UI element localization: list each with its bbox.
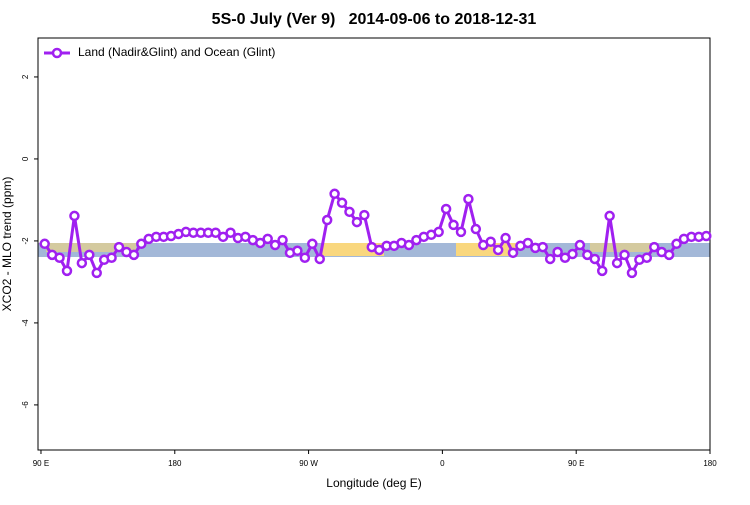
point: [403, 239, 415, 251]
point: [544, 253, 556, 265]
x-tick-label: 0: [440, 459, 445, 468]
point: [604, 210, 615, 222]
point: [314, 253, 325, 265]
point: [84, 249, 95, 261]
point: [262, 233, 273, 245]
legend-marker: [51, 47, 63, 59]
point: [210, 227, 221, 238]
point: [440, 203, 452, 215]
point: [671, 238, 682, 250]
point: [106, 252, 117, 263]
point: [500, 232, 511, 244]
land-band: [46, 243, 136, 252]
y-axis-label: XCO2 - MLO trend (ppm): [0, 177, 14, 312]
x-axis-label: Longitude (deg E): [326, 476, 421, 490]
point: [701, 230, 712, 242]
point: [39, 238, 50, 250]
point: [582, 249, 593, 261]
point: [626, 267, 638, 279]
point: [373, 244, 385, 256]
point: [128, 249, 140, 261]
point: [217, 231, 229, 243]
point: [225, 227, 236, 238]
point: [76, 257, 88, 269]
series-line: [43, 192, 707, 275]
point: [611, 257, 623, 269]
x-tick-label: 90 E: [568, 459, 584, 468]
y-tick-label: -6: [21, 401, 30, 409]
point: [648, 241, 660, 253]
y-tick-label: -2: [21, 237, 30, 245]
point: [136, 238, 147, 250]
point: [351, 216, 363, 228]
point: [522, 237, 534, 249]
point: [537, 241, 548, 253]
y-tick-label: 2: [21, 74, 30, 79]
point: [641, 252, 653, 263]
point: [307, 238, 318, 250]
point: [567, 248, 578, 260]
x-tick-label: 180: [703, 459, 717, 468]
point: [329, 188, 340, 200]
point: [455, 226, 467, 238]
point: [61, 265, 73, 277]
point: [574, 239, 586, 251]
plot-frame: [37, 37, 711, 451]
point: [596, 265, 608, 277]
point: [485, 236, 496, 247]
land-band: [590, 243, 650, 252]
y-tick-label: 0: [21, 156, 30, 161]
point: [91, 267, 102, 279]
point: [663, 249, 675, 261]
point: [269, 239, 281, 251]
point: [463, 193, 474, 205]
point: [619, 249, 630, 261]
legend-label: Land (Nadir&Glint) and Ocean (Glint): [78, 45, 275, 59]
chart-title: 5S-0 July (Ver 9) 2014-09-06 to 2018-12-…: [212, 11, 537, 28]
point: [292, 245, 303, 257]
point: [589, 253, 601, 265]
point: [299, 252, 311, 263]
point: [448, 219, 459, 231]
point: [336, 197, 348, 209]
x-tick-label: 90 W: [299, 459, 318, 468]
point: [552, 246, 563, 258]
point: [277, 234, 288, 246]
point: [54, 252, 65, 263]
x-tick-label: 90 E: [33, 459, 49, 468]
point: [321, 214, 333, 226]
point: [69, 210, 80, 222]
point: [359, 209, 370, 221]
point: [255, 237, 266, 249]
point: [113, 241, 125, 253]
point: [433, 226, 444, 238]
y-tick-label: -4: [21, 319, 30, 327]
point: [344, 206, 355, 218]
point: [507, 247, 519, 259]
x-tick-label: 180: [168, 459, 182, 468]
point: [470, 223, 482, 235]
point: [492, 244, 504, 256]
